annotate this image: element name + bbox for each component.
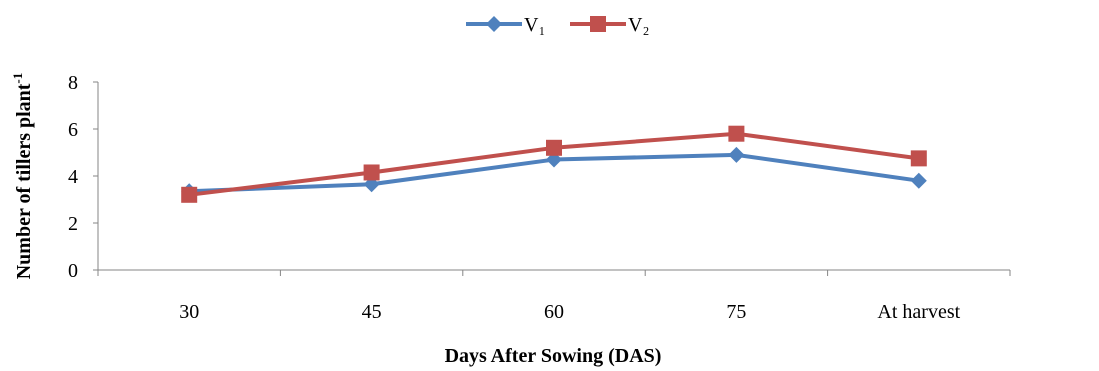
x-axis-title: Days After Sowing (DAS): [445, 345, 662, 367]
legend: V₁ V₂: [466, 14, 649, 36]
series-layer: [181, 125, 927, 203]
x-ticks: 30 45 60 75 At harvest: [97, 270, 1011, 323]
y-ticks: 0 2 4 6 8: [68, 72, 98, 282]
x-tick-label: 45: [362, 301, 382, 323]
y-tick-label: 8: [68, 72, 78, 94]
y-axis-title: Number of tillers plant-1: [10, 73, 35, 280]
x-tick-label: 60: [544, 301, 564, 323]
y-tick-label: 0: [68, 260, 78, 282]
legend-square-marker: [590, 16, 606, 32]
y-tick-label: 2: [68, 213, 78, 235]
series-2-point: [910, 150, 927, 167]
series-2-point: [546, 139, 562, 156]
series-2-point: [728, 125, 745, 142]
series-1-point: [910, 172, 927, 189]
x-tick-label: 30: [179, 301, 199, 323]
y-tick-label: 6: [68, 119, 78, 141]
legend-label: V₂: [628, 14, 649, 36]
series-1-point: [728, 146, 745, 163]
y-tick-label: 4: [68, 166, 78, 188]
series-2-point: [181, 186, 198, 203]
series-2-point: [363, 164, 380, 181]
x-tick-label: 75: [726, 301, 746, 323]
x-tick-label: At harvest: [877, 301, 960, 323]
legend-label: V₁: [524, 14, 545, 36]
legend-diamond-marker: [486, 16, 502, 32]
